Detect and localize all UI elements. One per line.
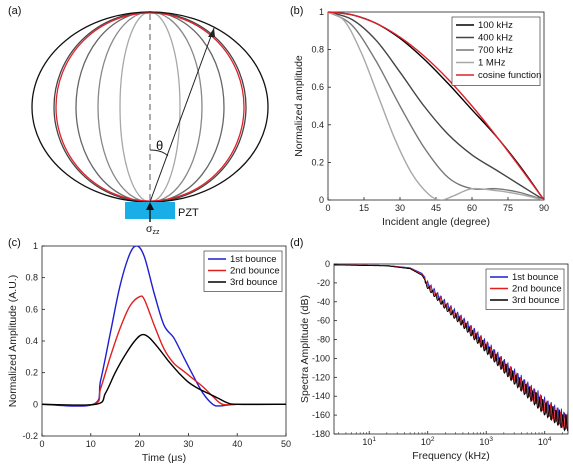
x-tick-label: 20 <box>135 439 145 449</box>
directivity-diagram: θ PZT σzz <box>31 11 269 236</box>
theta-label: θ <box>156 138 163 153</box>
series-line-3rd-bounce <box>42 333 286 406</box>
y-axis-label: Normalized amplitude <box>293 55 305 157</box>
x-tick-label: 15 <box>359 203 369 213</box>
y-tick-label: -80 <box>317 335 330 345</box>
legend-entry: cosine function <box>478 70 541 81</box>
x-tick-label: 75 <box>503 203 513 213</box>
panel-label-b: (b) <box>290 5 303 17</box>
x-tick-label: 104 <box>538 436 552 447</box>
legend-entry: 1st bounce <box>512 272 558 283</box>
x-tick-label: 40 <box>232 439 242 449</box>
series-line-3rd-bounce <box>334 264 568 432</box>
x-tick-label: 0 <box>325 203 330 213</box>
legend-entry: 700 kHz <box>478 45 513 56</box>
y-tick-label: 0.4 <box>311 120 324 130</box>
theta-arc <box>149 149 169 157</box>
y-tick-label: -160 <box>312 410 330 420</box>
x-axis-label: Time (μs) <box>142 452 186 464</box>
series-line-1st-bounce <box>42 246 286 407</box>
y-tick-label: 0.8 <box>311 45 324 55</box>
legend-entry: 1st bounce <box>230 254 276 265</box>
y-axis-label: Spectra Amplitude (dB) <box>299 295 311 403</box>
y-tick-label: -20 <box>317 278 330 288</box>
x-tick-label: 90 <box>539 203 549 213</box>
y-tick-label: -140 <box>312 391 330 401</box>
x-tick-label: 0 <box>39 439 44 449</box>
sigma-label: σzz <box>146 223 160 236</box>
panel-label-c: (c) <box>8 237 21 249</box>
y-tick-label: 1 <box>33 241 38 251</box>
y-tick-label: 0.6 <box>311 82 324 92</box>
y-tick-label: 0 <box>325 259 330 269</box>
series-line-700-khz <box>328 12 544 200</box>
legend-entry: 3rd bounce <box>230 277 278 288</box>
y-tick-label: -60 <box>317 316 330 326</box>
y-axis-label: Normalized Amplitude (A.U.) <box>7 275 19 407</box>
legend-box <box>451 16 541 86</box>
arrow-head-icon <box>208 28 215 37</box>
x-tick-label: 50 <box>281 439 291 449</box>
y-tick-label: 1 <box>319 7 324 17</box>
chart-d-spectra: 101 102 103 104 -180 -160 -140 -120 -100 -80 -60 -4… <box>299 259 569 462</box>
legend-entry: 400 kHz <box>478 33 513 44</box>
y-tick-label: 0.4 <box>25 336 38 346</box>
legend-box <box>203 250 283 292</box>
y-tick-label: -120 <box>312 372 330 382</box>
panel-label-a: (a) <box>8 5 21 17</box>
legend-entry: 3rd bounce <box>512 295 560 306</box>
x-tick-label: 45 <box>431 203 441 213</box>
legend-entry: 100 kHz <box>478 20 513 31</box>
incident-direction-arrow <box>149 27 215 203</box>
stress-arrow-head-icon <box>146 202 154 210</box>
x-tick-label: 102 <box>421 436 435 447</box>
y-tick-label: 0 <box>33 399 38 409</box>
chart-b-directivity: 0 15 30 45 60 75 90 0 0.2 0.4 0.6 0.8 1 Incident angl… <box>293 7 549 228</box>
legend-entry: 2nd bounce <box>230 266 280 277</box>
x-tick-label: 103 <box>479 436 493 447</box>
y-tick-label: 0 <box>319 195 324 205</box>
y-tick-label: -180 <box>312 429 330 439</box>
y-tick-label: 0.2 <box>311 157 324 167</box>
x-tick-label: 101 <box>362 436 376 447</box>
y-tick-label: 0.2 <box>25 368 38 378</box>
y-tick-label: -0.2 <box>22 431 38 441</box>
x-tick-label: 10 <box>86 439 96 449</box>
x-axis-label: Frequency (kHz) <box>412 450 490 462</box>
y-tick-label: 0.8 <box>25 273 38 283</box>
series-line-cosine-function <box>328 12 544 200</box>
y-tick-label: 0.6 <box>25 304 38 314</box>
y-tick-label: -40 <box>317 297 330 307</box>
pzt-label: PZT <box>178 207 199 219</box>
x-tick-label: 60 <box>467 203 477 213</box>
x-tick-label: 30 <box>395 203 405 213</box>
legend-entry: 2nd bounce <box>512 284 562 295</box>
x-tick-label: 30 <box>183 439 193 449</box>
x-axis-label: Incident angle (degree) <box>382 216 490 228</box>
y-tick-label: -100 <box>312 353 330 363</box>
series-line-400-khz <box>328 12 544 200</box>
series-line-2nd-bounce <box>42 295 286 407</box>
legend-entry: 1 MHz <box>478 58 506 69</box>
series-line-1-mhz <box>328 12 544 200</box>
panel-label-d: (d) <box>290 237 303 249</box>
